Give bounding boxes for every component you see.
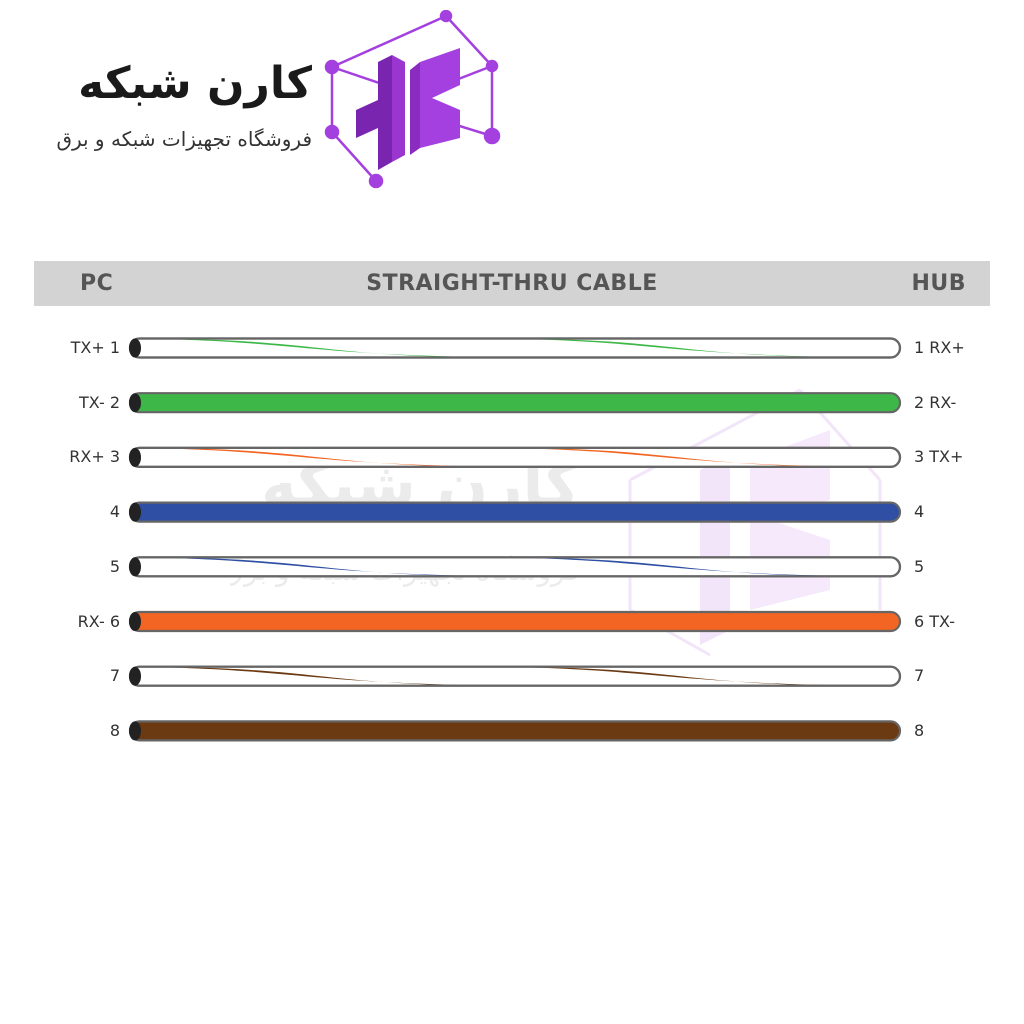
wire-body [128,392,902,414]
hub-pin-label: 8 [914,720,925,740]
wire-stripe [500,447,860,467]
pin-cap [129,447,141,467]
wire-2 [128,392,902,414]
wire-7 [128,665,902,687]
wire-body [128,665,902,687]
pc-pin-label: TX+ 1 [70,338,120,357]
wire-4 [128,501,902,523]
wire-stripe [140,557,500,577]
wire-stripe [140,666,500,686]
wire-stripe [500,338,860,358]
header-bar: PC STRAIGHT-THRU CABLE HUB [34,261,990,306]
pin-cap [129,557,141,577]
hub-pin-label: 7 [914,666,925,686]
wire-1 [128,337,902,359]
header-title: STRAIGHT-THRU CABLE [366,271,658,296]
pc-pin-label: 5 [109,556,120,576]
pin-cap [129,721,141,741]
wire-8 [128,720,902,742]
pin-cap [129,666,141,686]
pc-pin-label: RX+ 3 [69,447,120,467]
pc-pin-label: RX- 6 [77,611,120,631]
header-pc-label: PC [80,271,114,296]
pin-cap [129,393,141,413]
wire-5 [128,556,902,578]
wire-body [128,610,902,633]
logo: کارن شبکه فروشگاه تجهیزات شبکه و برق [0,0,520,200]
pin-cap [129,612,141,631]
hub-pin-label: 3 TX+ [914,447,964,467]
hub-pin-label: 1 RX+ [914,338,965,357]
wire-body [128,720,902,742]
brand-tagline: فروشگاه تجهیزات شبکه و برق [56,127,312,151]
wire-stripe [500,666,860,686]
pc-pin-label: 8 [109,720,120,740]
wire-body [128,337,902,359]
hub-pin-label: 2 RX- [914,392,957,412]
hub-pin-label: 6 TX- [914,611,955,631]
wire-stripe [140,447,500,467]
wire-body [128,446,902,468]
wire-stripe [500,557,860,577]
logo-mark-icon [324,10,501,189]
pin-cap [129,502,141,522]
pc-pin-label: 7 [109,666,120,686]
hub-pin-label: 5 [914,556,925,576]
pc-pin-label: 4 [109,502,120,522]
brand-name: کارن شبکه [78,58,312,109]
wire-stripe [140,338,500,358]
wire-body [128,501,902,523]
wire-3 [128,446,902,468]
wire-diagram [128,337,902,742]
pc-pin-label: TX- 2 [79,392,120,412]
wire-body [128,556,902,578]
header-hub-label: HUB [911,271,966,296]
wire-6 [128,610,902,633]
hub-pin-label: 4 [914,502,925,522]
pin-cap [129,338,141,358]
